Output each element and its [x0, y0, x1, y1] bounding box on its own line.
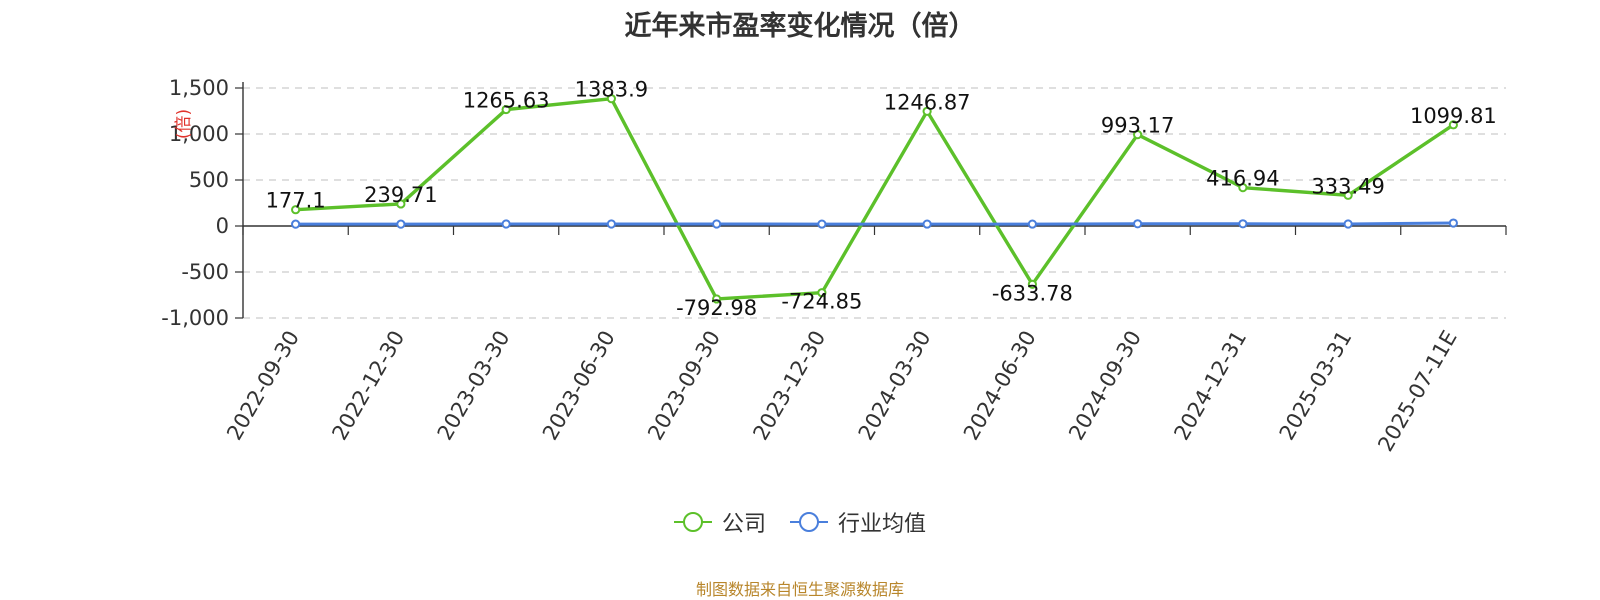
data-point-industry-average	[291, 219, 301, 229]
y-tick-label: 1,000	[169, 122, 229, 146]
series-lines	[291, 94, 1458, 304]
data-label: 416.94	[1206, 167, 1279, 191]
y-tick-label: 1,500	[169, 76, 229, 100]
data-label: -633.78	[992, 281, 1073, 305]
data-point-industry-average	[1238, 219, 1248, 229]
data-point-industry-average	[1448, 218, 1458, 228]
y-tick-label: -500	[181, 260, 229, 284]
data-label: 993.17	[1101, 114, 1174, 138]
legend-industry-icon	[790, 512, 828, 532]
data-point-industry-average	[1133, 219, 1143, 229]
data-point-company	[1238, 183, 1248, 193]
data-point-industry-average	[817, 219, 827, 229]
data-label: -724.85	[781, 290, 862, 314]
data-point-company	[1027, 279, 1037, 289]
y-tick-label: 0	[216, 214, 229, 238]
data-point-industry-average	[396, 219, 406, 229]
grid-lines	[243, 87, 1506, 319]
data-label: 1246.87	[884, 90, 971, 114]
data-point-company	[1343, 190, 1353, 200]
data-label: 1265.63	[463, 89, 550, 113]
series-line-company	[295, 96, 1455, 301]
data-point-company	[606, 94, 616, 104]
x-tick-label: 2025-03-31	[1275, 327, 1357, 445]
data-point-industry-average	[1027, 219, 1037, 229]
x-tick-label: 2022-09-30	[222, 327, 304, 445]
data-point-industry-average	[712, 219, 722, 229]
data-point-company	[501, 104, 511, 115]
x-tick-label: 2024-09-30	[1064, 327, 1146, 445]
legend: 公司 行业均值	[0, 506, 1600, 538]
data-point-company	[1133, 130, 1143, 140]
x-tick-label: 2025-07-11E	[1373, 327, 1461, 456]
y-axis-label: (倍)	[174, 109, 194, 139]
x-tick-label: 2024-03-30	[854, 327, 936, 445]
data-point-company	[817, 288, 827, 298]
data-point-company	[291, 205, 301, 215]
data-label: -792.98	[676, 296, 757, 320]
data-point-company	[1448, 120, 1458, 130]
chart-title: 近年来市盈率变化情况（倍）	[624, 11, 976, 42]
data-point-company	[712, 294, 722, 304]
data-point-company	[396, 199, 406, 209]
x-tick-label: 2024-06-30	[959, 327, 1041, 445]
legend-industry-label: 行业均值	[838, 512, 927, 537]
x-tick-label: 2023-03-30	[433, 327, 515, 445]
data-labels: 177.1 239.71 1265.63 1383.9 -792.98 -724.85 12…	[266, 78, 1497, 320]
legend-company-label: 公司	[721, 512, 766, 537]
data-label: 1099.81	[1410, 104, 1497, 128]
data-label: 239.71	[364, 183, 437, 207]
x-tick-label: 2023-06-30	[538, 327, 620, 445]
data-point-industry-average	[501, 219, 511, 229]
legend-item-company[interactable]: 公司	[673, 506, 766, 538]
x-tick-label: 2022-12-30	[327, 327, 409, 445]
x-tick-label: 2023-12-30	[748, 327, 830, 445]
data-label: 177.1	[266, 189, 326, 213]
x-tick-label: 2024-12-31	[1169, 327, 1251, 445]
axes: -1,000 -500 0 500 1,000 1,500 (倍) 2022-09-30 202…	[161, 76, 1507, 456]
series-line-industry-average	[295, 221, 1454, 226]
legend-company-icon	[673, 512, 712, 532]
data-point-industry-average	[922, 219, 932, 229]
data-label: 1383.9	[575, 78, 648, 102]
y-tick-label: -1,000	[161, 306, 229, 330]
data-label: 333.49	[1311, 174, 1384, 198]
y-tick-label: 500	[189, 168, 229, 192]
x-tick-label: 2023-09-30	[643, 327, 725, 445]
data-source-note: 制图数据来自恒生聚源数据库	[695, 580, 904, 599]
legend-item-industry-average[interactable]: 行业均值	[790, 506, 926, 538]
data-point-industry-average	[606, 219, 616, 229]
data-point-company	[922, 106, 932, 116]
data-point-industry-average	[1343, 219, 1353, 229]
